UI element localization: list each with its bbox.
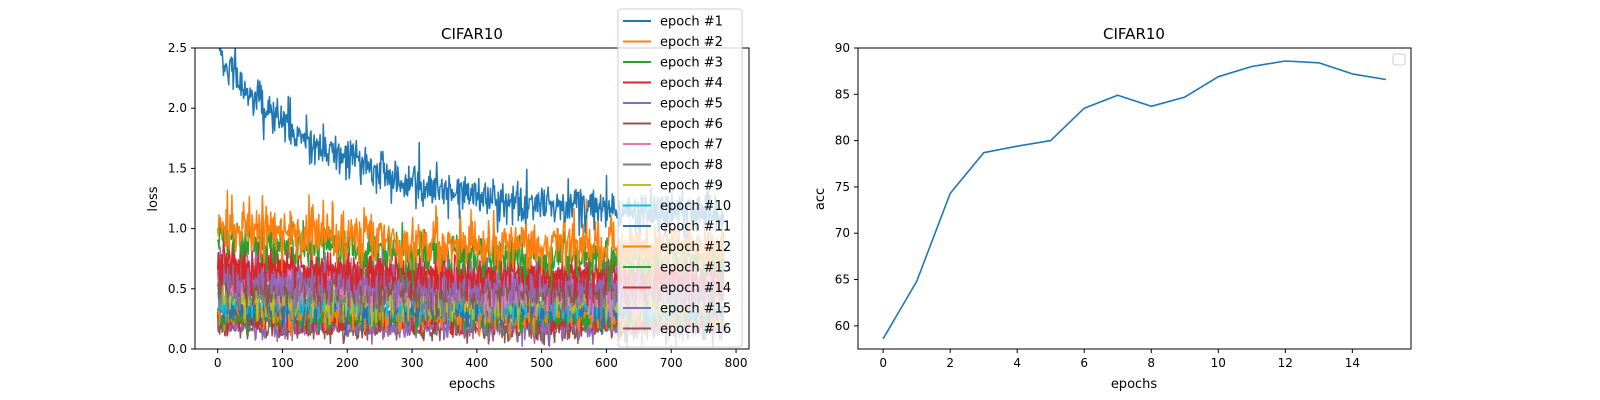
loss-legend-label: epoch #2 [660, 35, 723, 50]
loss-legend-label: epoch #6 [660, 117, 723, 132]
loss-y-tick-label: 0.0 [168, 342, 187, 356]
loss-y-axis-label: loss [146, 186, 161, 211]
loss-x-tick-label: 100 [271, 356, 294, 370]
loss-chart: 0 100 200 300 400 500 600 700 800 0.0 0.5 1.0 1.5 2.… [146, 8, 750, 392]
loss-legend-label: epoch #8 [660, 158, 723, 173]
accuracy-y-tick-label: 90 [835, 41, 850, 55]
accuracy-x-tick-label: 0 [879, 356, 887, 370]
loss-x-axis: 0 100 200 300 400 500 600 700 800 [214, 349, 748, 370]
loss-x-tick-label: 600 [595, 356, 618, 370]
loss-y-tick-label: 2.0 [168, 101, 187, 115]
accuracy-y-tick-label: 80 [835, 134, 850, 148]
loss-legend-label: epoch #5 [660, 97, 723, 112]
loss-x-tick-label: 800 [725, 356, 748, 370]
loss-legend-label: epoch #4 [660, 76, 723, 91]
accuracy-y-tick-label: 75 [835, 180, 850, 194]
loss-legend-label: epoch #15 [660, 302, 731, 317]
loss-y-tick-label: 2.5 [168, 41, 187, 55]
accuracy-y-axis-label: acc [813, 188, 828, 210]
loss-y-tick-label: 1.0 [168, 222, 187, 236]
accuracy-x-tick-label: 12 [1278, 356, 1293, 370]
accuracy-x-tick-label: 4 [1013, 356, 1021, 370]
loss-x-tick-label: 200 [336, 356, 359, 370]
loss-axes-frame [194, 47, 750, 350]
loss-x-tick-label: 500 [530, 356, 553, 370]
accuracy-plot-area [882, 60, 1387, 340]
loss-x-axis-label: epochs [449, 377, 496, 392]
loss-legend-label: epoch #9 [660, 179, 723, 194]
accuracy-y-tick-label: 65 [835, 273, 850, 287]
accuracy-chart: 0 2 4 6 8 10 12 14 60 65 70 75 80 85 90 CIFAR10 epoch… [813, 25, 1412, 392]
loss-x-tick-label: 300 [401, 356, 424, 370]
loss-y-tick-label: 1.5 [168, 161, 187, 175]
loss-x-tick-label: 700 [660, 356, 683, 370]
loss-legend: epoch #1 epoch #2 epoch #3 epoch #4 epoch #5… [617, 8, 743, 348]
accuracy-x-axis-label: epochs [1111, 377, 1158, 392]
accuracy-axes-frame [857, 47, 1412, 350]
loss-x-tick-label: 0 [214, 356, 222, 370]
loss-legend-label: epoch #10 [660, 199, 731, 214]
accuracy-x-tick-label: 6 [1080, 356, 1088, 370]
accuracy-y-tick-label: 70 [835, 226, 850, 240]
accuracy-chart-title: CIFAR10 [1103, 25, 1165, 43]
loss-legend-label: epoch #16 [660, 322, 731, 337]
accuracy-x-tick-label: 2 [946, 356, 954, 370]
accuracy-x-axis: 0 2 4 6 8 10 12 14 [879, 349, 1360, 370]
accuracy-y-tick-label: 60 [835, 319, 850, 333]
loss-y-axis: 0.0 0.5 1.0 1.5 2.0 2.5 [168, 41, 195, 356]
loss-legend-label: epoch #11 [660, 220, 731, 235]
accuracy-x-tick-label: 8 [1147, 356, 1155, 370]
accuracy-y-axis: 60 65 70 75 80 85 90 [835, 41, 858, 333]
accuracy-x-tick-label: 10 [1211, 356, 1226, 370]
loss-chart-title: CIFAR10 [441, 25, 503, 43]
loss-legend-label: epoch #1 [660, 15, 723, 30]
accuracy-x-tick-label: 14 [1345, 356, 1360, 370]
loss-legend-box [617, 8, 743, 348]
loss-legend-label: epoch #12 [660, 240, 731, 255]
loss-legend-label: epoch #3 [660, 56, 723, 71]
loss-legend-label: epoch #13 [660, 261, 731, 276]
loss-legend-label: epoch #7 [660, 138, 723, 153]
accuracy-y-tick-label: 85 [835, 87, 850, 101]
loss-legend-label: epoch #14 [660, 281, 731, 296]
loss-y-tick-label: 0.5 [168, 282, 187, 296]
accuracy-series-line [882, 60, 1387, 340]
loss-x-tick-label: 400 [465, 356, 488, 370]
accuracy-empty-legend-box [1392, 53, 1406, 66]
